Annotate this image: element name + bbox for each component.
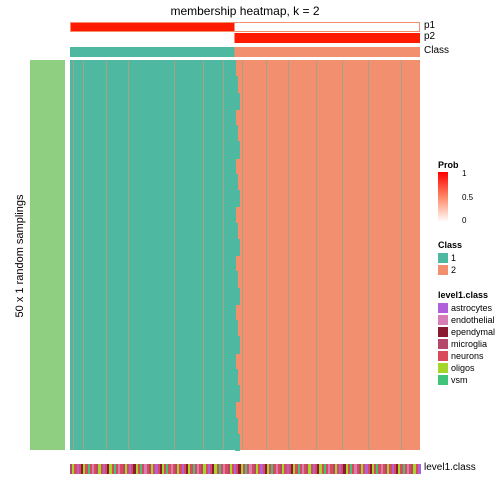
left-annot-column <box>30 60 65 450</box>
legend-level1-item: oligos <box>438 362 495 374</box>
legend-prob: Prob 1 0.5 0 <box>438 160 459 222</box>
label-class: Class <box>424 45 449 56</box>
annot-level1class <box>70 464 420 474</box>
legend-level1-item: neurons <box>438 350 495 362</box>
legend-class-item: 2 <box>438 264 462 276</box>
legend-class-item: 1 <box>438 252 462 264</box>
legend-prob-title: Prob <box>438 160 459 170</box>
legend-level1-title: level1.class <box>438 290 495 300</box>
legend-class: Class 12 <box>438 240 462 276</box>
annot-p2 <box>70 33 420 43</box>
prob-tick-1: 1 <box>462 169 466 178</box>
label-p1: p1 <box>424 20 435 31</box>
legend-level1-item: microglia <box>438 338 495 350</box>
prob-tick-0: 0 <box>462 216 466 225</box>
annot-class <box>70 47 420 57</box>
ylabel-samplings: 50 x 1 random samplings <box>14 186 26 326</box>
legend-level1-item: ependymal <box>438 326 495 338</box>
legend-level1-item: endothelial <box>438 314 495 326</box>
label-p2: p2 <box>424 31 435 42</box>
legend-class-title: Class <box>438 240 462 250</box>
prob-tick-05: 0.5 <box>462 193 473 202</box>
label-level1class: level1.class <box>424 462 476 473</box>
membership-heatmap <box>70 60 420 450</box>
legend-level1-item: vsm <box>438 374 495 386</box>
annot-p1 <box>70 22 420 32</box>
legend-level1-item: astrocytes <box>438 302 495 314</box>
prob-gradient-bar <box>438 172 448 222</box>
legend-level1class: level1.class astrocytesendothelialependy… <box>438 290 495 386</box>
chart-title: membership heatmap, k = 2 <box>70 4 420 18</box>
